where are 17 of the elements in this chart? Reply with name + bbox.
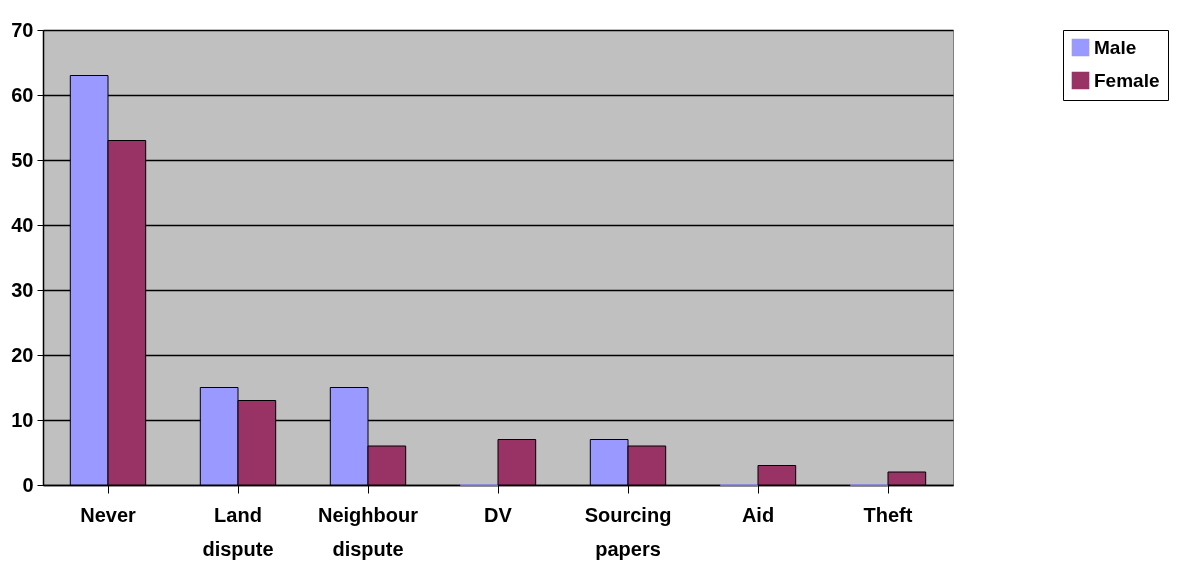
x-tick-label: DV	[484, 503, 513, 526]
x-tick-label: Theft	[863, 503, 913, 526]
y-tick-label: 50	[11, 148, 34, 171]
x-tick-label: Land dispute	[202, 503, 274, 560]
y-tick-label: 40	[11, 213, 34, 236]
x-tick-label: Never	[80, 503, 137, 526]
legend-label: Male	[1094, 36, 1137, 58]
x-tick-label: Sourcing papers	[584, 503, 672, 560]
y-tick-label: 30	[11, 278, 34, 301]
x-tick-label: Neighbour dispute	[318, 503, 419, 560]
y-tick-label: 60	[11, 83, 34, 106]
x-tick-label: Aid	[741, 503, 775, 526]
y-tick-label: 20	[11, 343, 34, 366]
legend-label: Female	[1094, 69, 1160, 91]
y-tick-label: 70	[11, 18, 34, 41]
y-tick-label: 0	[22, 473, 34, 496]
y-tick-label: 10	[11, 408, 34, 431]
